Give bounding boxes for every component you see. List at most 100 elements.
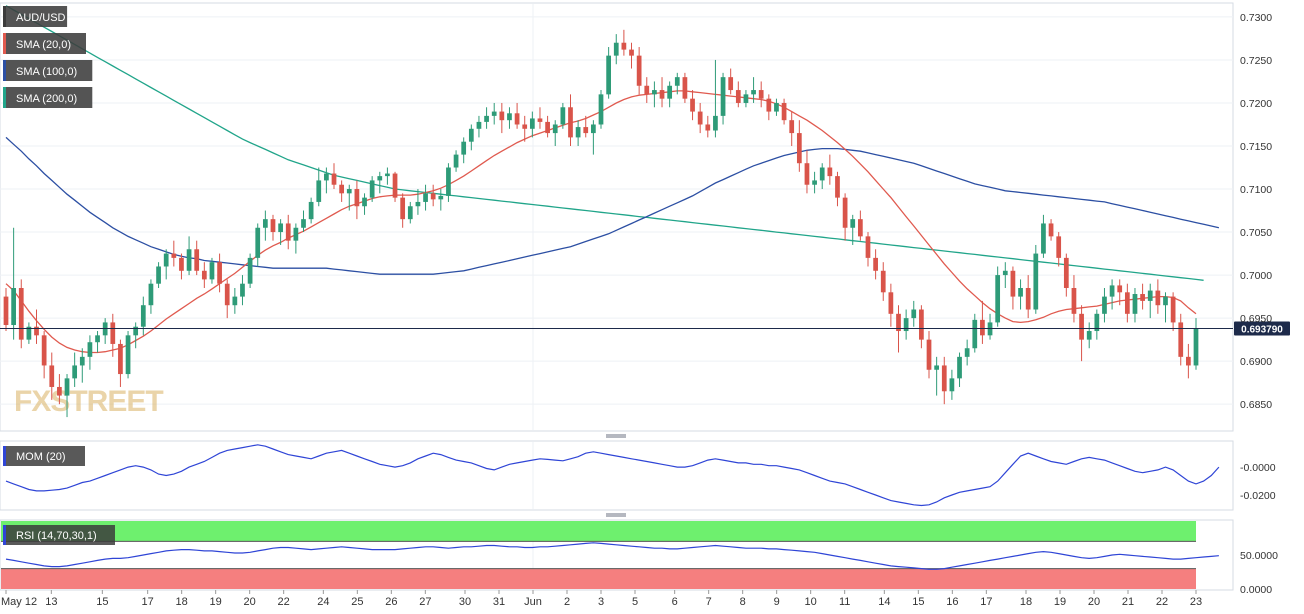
time-tick-label: 16 — [946, 596, 958, 608]
time-tick-label: 22 — [278, 596, 290, 608]
candle — [949, 369, 955, 400]
splitter-grip-mom[interactable] — [606, 434, 626, 438]
mom-legend[interactable]: MOM (20) — [3, 446, 85, 466]
candle — [560, 102, 566, 129]
candle-body — [766, 98, 772, 112]
candle — [1117, 279, 1123, 306]
candle-body — [980, 319, 985, 336]
time-tick-label: 9 — [774, 596, 780, 608]
candle-body — [148, 283, 154, 306]
candle — [758, 81, 764, 108]
legend-item[interactable]: AUD/USD — [3, 6, 68, 27]
candle — [568, 94, 573, 146]
candle — [133, 322, 139, 349]
candle-body — [522, 124, 528, 129]
candle-body — [232, 296, 238, 306]
candle-body — [842, 197, 848, 228]
candle-body — [41, 335, 47, 366]
candle — [781, 98, 787, 125]
legend-item[interactable]: SMA (200,0) — [3, 87, 93, 108]
candle — [1010, 266, 1016, 310]
candle-body — [804, 163, 810, 185]
mom-legend-label: MOM (20) — [16, 451, 66, 463]
time-tick-label: 8 — [740, 596, 746, 608]
candle — [163, 249, 169, 280]
splitter-grip-rsi[interactable] — [606, 513, 626, 517]
candle — [697, 102, 703, 134]
candle — [1163, 292, 1168, 323]
legend-item[interactable]: SMA (100,0) — [3, 60, 93, 81]
candle — [980, 300, 985, 344]
candle — [392, 171, 398, 202]
candle-body — [247, 257, 253, 284]
time-tick-label: 11 — [839, 596, 850, 608]
candle-body — [591, 124, 596, 134]
candle-body — [1117, 285, 1123, 293]
candle — [49, 352, 55, 400]
candle — [79, 348, 85, 383]
mom-tick-label: -0.0200 — [1240, 490, 1276, 502]
candle-body — [1132, 294, 1138, 314]
candle — [766, 94, 772, 121]
candle-body — [667, 85, 673, 99]
rsi-line — [5, 542, 1219, 570]
rsi-legend[interactable]: RSI (14,70,30,1) — [3, 525, 115, 545]
candle-body — [430, 193, 436, 200]
time-tick-label: 19 — [210, 596, 222, 608]
candle-body — [1010, 270, 1016, 297]
candle-body — [560, 107, 566, 125]
candle-body — [1018, 288, 1023, 297]
candle — [774, 98, 779, 116]
candle-body — [674, 77, 680, 86]
candle — [293, 223, 299, 254]
time-tick-label: 15 — [912, 596, 924, 608]
candle-body — [18, 288, 24, 340]
candle — [369, 176, 375, 202]
time-tick-label: 24 — [317, 596, 329, 608]
candle-body — [812, 180, 817, 185]
candle-body — [705, 124, 711, 131]
candle — [644, 77, 650, 103]
candle-body — [796, 133, 802, 164]
candle-body — [468, 128, 474, 142]
candle-body — [293, 227, 299, 241]
candle-body — [972, 319, 978, 349]
candle — [529, 111, 535, 138]
candle-body — [690, 98, 695, 112]
candle-body — [423, 193, 428, 202]
candle — [179, 253, 184, 280]
time-tick-label: 30 — [459, 596, 471, 608]
time-tick-label: Jun — [524, 596, 542, 608]
candle — [278, 219, 283, 245]
candle — [331, 163, 337, 190]
candle — [552, 120, 558, 146]
candle — [354, 180, 360, 220]
candle-body — [865, 236, 871, 258]
candle-body — [240, 283, 245, 297]
legend-item[interactable]: SMA (20,0) — [3, 33, 86, 54]
candle-body — [438, 195, 444, 200]
legend-item-label: SMA (20,0) — [16, 39, 71, 51]
candle-body — [1140, 294, 1145, 301]
candle — [110, 313, 116, 357]
candle — [835, 171, 840, 207]
candle-body — [964, 348, 970, 357]
candle-body — [957, 356, 962, 379]
candle-body — [385, 173, 390, 177]
candle-body — [934, 365, 940, 370]
candle-body — [324, 173, 329, 181]
candle — [888, 283, 894, 327]
candle — [247, 253, 253, 288]
candle-body — [1147, 290, 1153, 301]
candle — [171, 240, 177, 267]
candle-body — [926, 339, 932, 370]
time-axis: May 12 13 15 17 18 19 20 22 24 25 26 27 30 31 Jun 2 3 5 6 7… — [1, 590, 1202, 608]
candle-body — [125, 335, 131, 375]
time-tick-label: 10 — [805, 596, 817, 608]
candle — [1094, 309, 1100, 340]
candle-body — [835, 176, 840, 198]
time-tick-label: 22 — [1156, 596, 1168, 608]
candle — [941, 356, 947, 405]
candle-body — [751, 90, 756, 95]
candle-body — [1193, 328, 1199, 366]
